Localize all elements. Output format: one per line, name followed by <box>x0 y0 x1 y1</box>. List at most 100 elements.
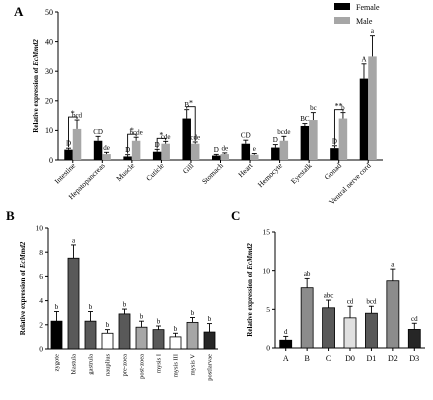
significance-bracket <box>156 137 167 149</box>
bar <box>84 320 97 350</box>
bar <box>322 307 335 349</box>
x-tick-label: Eyestalk <box>289 161 314 186</box>
bar <box>182 118 191 160</box>
bar <box>343 317 357 349</box>
significance-letter: d <box>284 328 288 336</box>
significance-letter: CD <box>241 132 251 140</box>
x-tick-label: A <box>283 354 289 363</box>
significance-letter: b <box>191 309 195 317</box>
bar <box>386 280 400 349</box>
bar <box>338 118 348 160</box>
bar <box>64 149 73 160</box>
significance-letter: abc <box>324 292 334 300</box>
bar <box>279 140 289 160</box>
x-tick-label: mysis III <box>173 354 180 377</box>
bar <box>250 154 259 160</box>
x-tick-label: nauplius <box>105 354 112 376</box>
significance-star: * <box>130 126 134 135</box>
significance-letter: BC <box>300 115 310 123</box>
significance-letter: b <box>55 303 59 311</box>
significance-letter: cde <box>161 133 171 141</box>
bar <box>300 287 314 349</box>
panel-b: B 0 2 4 6 8 10 Relative expression of EcMmd2 b zy… <box>6 208 218 381</box>
bar <box>279 339 293 349</box>
y-tick-label: 15 <box>263 228 271 237</box>
x-tick-label: Cuticle <box>144 161 166 183</box>
significance-letter: bcde <box>277 128 290 136</box>
y-tick-label: 50 <box>45 8 53 17</box>
significance-star: * <box>71 109 75 118</box>
significance-letter: a <box>371 27 375 35</box>
bar <box>152 151 162 160</box>
significance-letter: D <box>214 146 219 154</box>
significance-letter: b <box>341 104 345 112</box>
x-tick-label: Intestine <box>53 161 78 186</box>
significance-letter: a <box>391 261 395 269</box>
legend-swatch <box>334 17 350 24</box>
bar <box>67 257 80 350</box>
significance-bracket <box>333 109 344 145</box>
bar <box>407 329 421 349</box>
significance-bracket <box>186 106 196 141</box>
x-tick-label: C <box>326 354 331 363</box>
significance-letter: b <box>157 318 161 326</box>
bar <box>300 125 310 160</box>
significance-bracket <box>68 116 78 148</box>
x-tick-label: postlarvae <box>207 354 214 381</box>
y-tick-label: 10 <box>263 266 271 275</box>
x-tick-label: blastula <box>71 354 78 374</box>
significance-letter: bcd <box>72 112 83 120</box>
significance-star: * <box>189 99 193 108</box>
significance-letter: de <box>103 144 110 152</box>
significance-letter: bc <box>310 104 317 112</box>
bar <box>50 320 63 350</box>
bar <box>161 143 170 160</box>
significance-letter: bcde <box>130 129 143 137</box>
significance-letter: b <box>208 315 212 323</box>
x-tick-label: post-zoea <box>139 354 146 379</box>
x-tick-label: Heart <box>236 160 255 179</box>
significance-letter: cd <box>411 315 418 323</box>
significance-letter: b <box>123 301 127 309</box>
y-tick-label: 30 <box>45 67 53 76</box>
bar <box>152 329 165 350</box>
y-tick-label: 0 <box>266 344 270 353</box>
y-tick-label: 2 <box>39 320 43 329</box>
significance-letter: b <box>106 321 110 329</box>
legend-label: Female <box>356 3 380 12</box>
x-tick-label: D1 <box>367 354 377 363</box>
bar <box>72 128 82 160</box>
bar <box>220 154 229 160</box>
bar <box>102 154 111 160</box>
y-tick-label: 0 <box>39 345 43 354</box>
significance-letter: ab <box>304 270 311 278</box>
x-tick-label: Muscle <box>114 161 136 183</box>
significance-letter: b <box>140 313 144 321</box>
significance-letter: de <box>221 144 228 152</box>
x-tick-label: Stomach <box>200 161 225 186</box>
bar <box>365 312 378 349</box>
x-tick-label: D0 <box>345 354 355 363</box>
significance-letter: bcd <box>366 298 377 306</box>
significance-letter: e <box>253 145 256 153</box>
y-tick-label: 40 <box>45 37 53 46</box>
y-tick-label: 0 <box>49 156 53 165</box>
bar <box>101 332 114 350</box>
significance-bracket <box>127 133 137 154</box>
panel-label: A <box>14 4 24 19</box>
bar <box>203 331 216 350</box>
bar <box>271 147 280 160</box>
bar <box>123 156 132 160</box>
x-tick-label: gastrula <box>88 354 95 375</box>
bar <box>135 326 148 350</box>
bar <box>359 78 369 160</box>
significance-star: ** <box>335 102 343 111</box>
y-tick-label: 4 <box>39 296 43 305</box>
bar <box>169 336 182 350</box>
x-tick-label: Hemocyte <box>256 161 285 190</box>
significance-letter: CD <box>93 128 103 136</box>
bar <box>309 120 318 160</box>
significance-letter: a <box>72 236 76 244</box>
x-tick-label: mysis I <box>156 354 163 373</box>
